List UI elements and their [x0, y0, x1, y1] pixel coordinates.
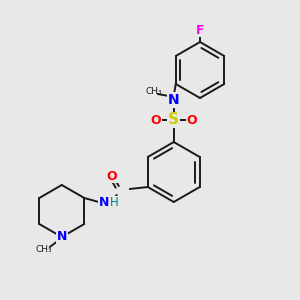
Text: CH₃: CH₃ — [146, 88, 162, 97]
Text: H: H — [110, 196, 118, 209]
Text: O: O — [150, 113, 161, 127]
Text: F: F — [196, 23, 204, 37]
Text: S: S — [168, 112, 179, 128]
Text: CH₃: CH₃ — [35, 245, 52, 254]
Text: N: N — [57, 230, 67, 244]
Text: O: O — [186, 113, 197, 127]
Text: N: N — [99, 196, 109, 209]
Text: N: N — [168, 93, 180, 107]
Text: O: O — [106, 169, 117, 182]
